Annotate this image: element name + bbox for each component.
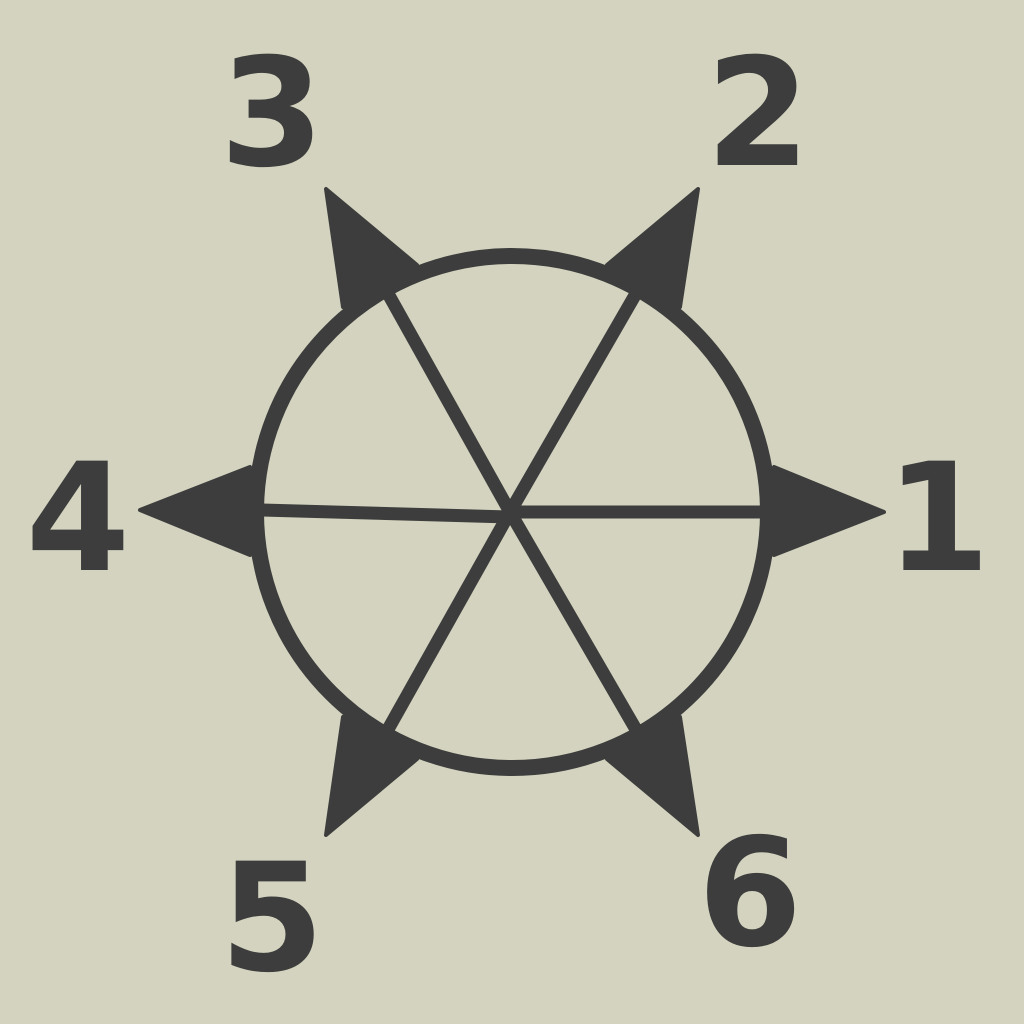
label-1: 1 xyxy=(886,432,990,606)
spoke-6 xyxy=(504,508,644,737)
spoke-3 xyxy=(380,286,516,516)
spoke-4 xyxy=(261,503,511,524)
arrow-6 xyxy=(605,715,700,837)
label-2: 2 xyxy=(706,27,810,201)
spoke-5 xyxy=(380,508,516,737)
arrow-5 xyxy=(324,715,419,837)
arrow-4 xyxy=(138,465,252,557)
label-6: 6 xyxy=(698,807,802,981)
arrow-3 xyxy=(324,187,419,309)
center-circle xyxy=(248,248,776,776)
arrow-2 xyxy=(605,187,700,309)
label-4: 4 xyxy=(26,432,130,606)
label-5: 5 xyxy=(220,832,324,1006)
arrow-1 xyxy=(772,465,886,557)
spoke-2 xyxy=(504,286,644,516)
label-3: 3 xyxy=(220,27,324,201)
